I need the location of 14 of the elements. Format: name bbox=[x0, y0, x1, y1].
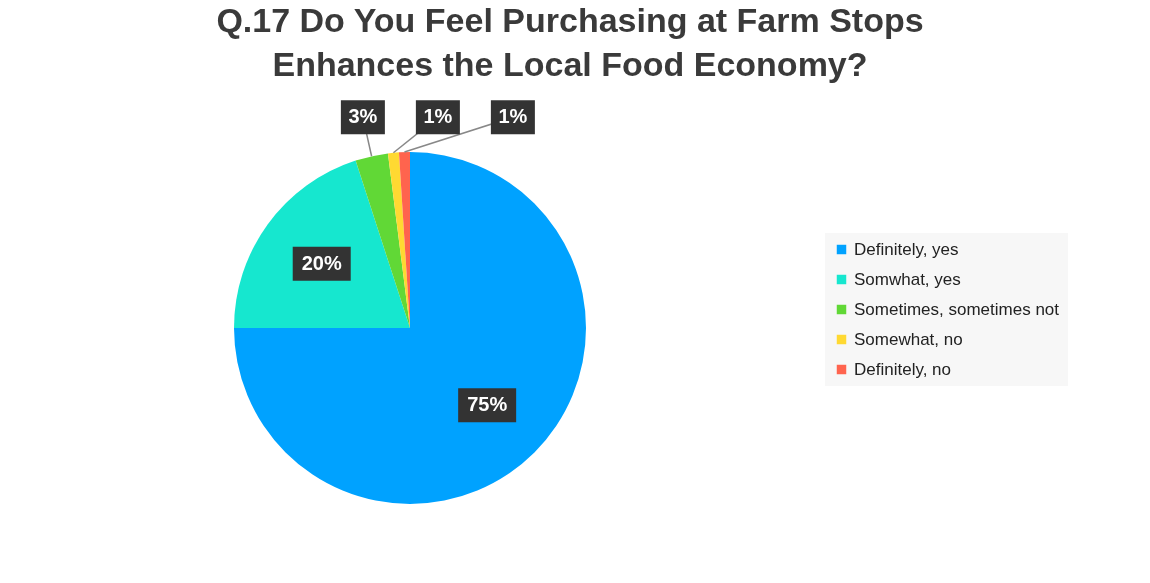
legend-label: Definitely, no bbox=[854, 359, 952, 379]
legend-label: Somwhat, yes bbox=[854, 269, 961, 289]
pie-slice bbox=[234, 160, 410, 328]
data-label: 1% bbox=[498, 105, 528, 128]
data-label: 75% bbox=[467, 393, 508, 416]
legend-label: Definitely, yes bbox=[854, 239, 959, 259]
pie-slice bbox=[234, 152, 586, 504]
pie-slice bbox=[355, 153, 410, 328]
legend-label: Somewhat, no bbox=[854, 329, 963, 349]
data-label: 20% bbox=[301, 251, 342, 274]
data-label: 1% bbox=[423, 105, 453, 128]
legend-label: Sometimes, sometimes not bbox=[854, 299, 1060, 319]
chart-title: Q.17 Do You Feel Purchasing at Farm Stops Enhances the Local Food Economy? bbox=[216, 1, 924, 83]
data-label: 3% bbox=[348, 105, 378, 128]
